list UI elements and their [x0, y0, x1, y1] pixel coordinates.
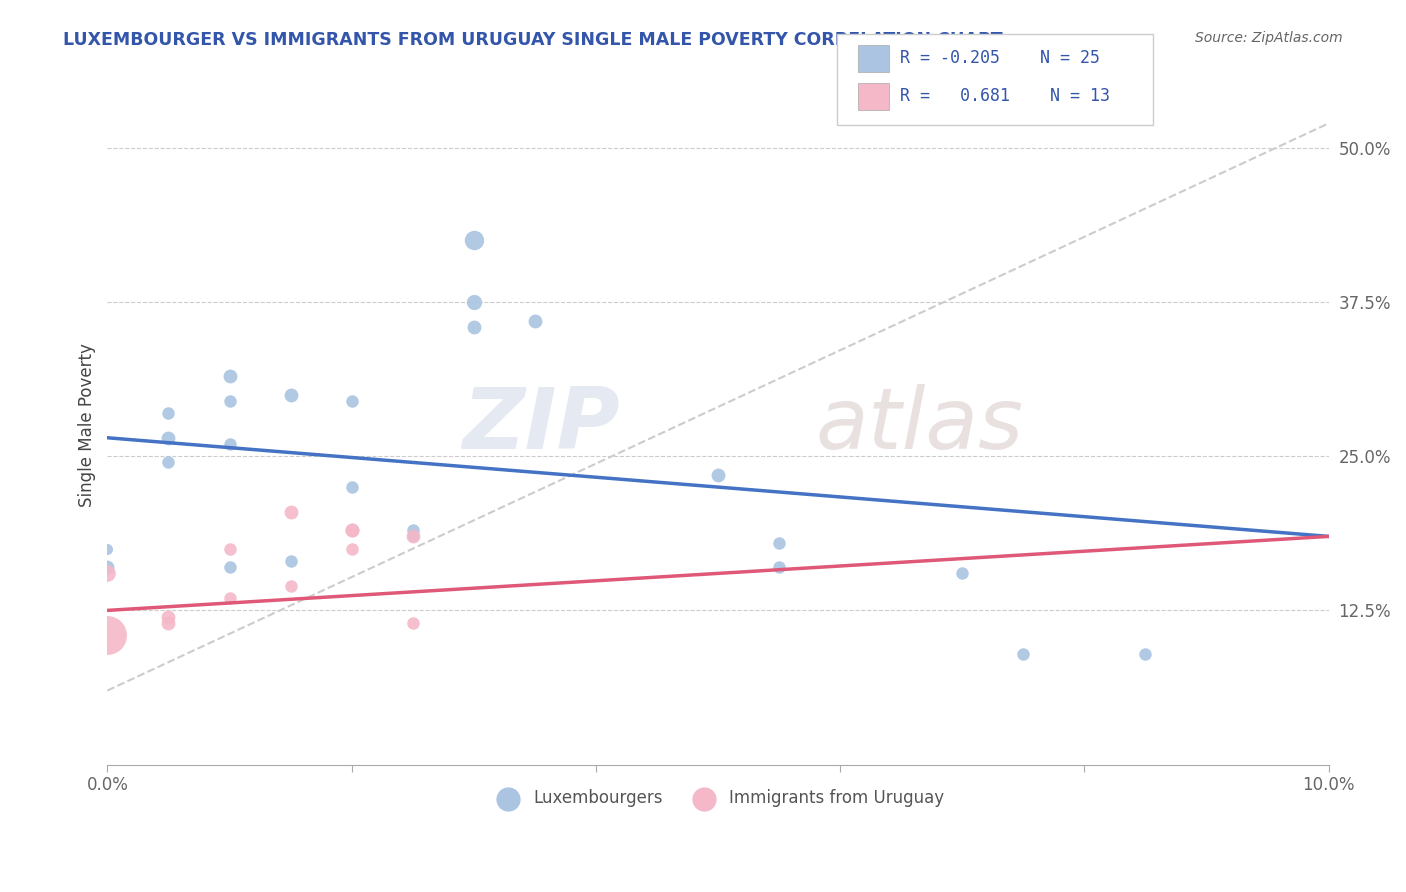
Legend: Luxembourgers, Immigrants from Uruguay: Luxembourgers, Immigrants from Uruguay	[485, 782, 952, 814]
Point	[280, 505, 302, 519]
Point	[218, 369, 240, 384]
Point	[402, 615, 425, 630]
Point	[280, 554, 302, 568]
Text: LUXEMBOURGER VS IMMIGRANTS FROM URUGUAY SINGLE MALE POVERTY CORRELATION CHART: LUXEMBOURGER VS IMMIGRANTS FROM URUGUAY …	[63, 31, 1002, 49]
Point	[218, 591, 240, 605]
Point	[157, 406, 180, 420]
Point	[280, 579, 302, 593]
Point	[402, 529, 425, 543]
Point	[950, 566, 973, 581]
Point	[340, 523, 363, 537]
Point	[768, 535, 790, 549]
Point	[340, 393, 363, 408]
Point	[340, 541, 363, 556]
Point	[1012, 647, 1035, 661]
Point	[768, 560, 790, 574]
Point	[218, 437, 240, 451]
Point	[157, 431, 180, 445]
Y-axis label: Single Male Poverty: Single Male Poverty	[79, 343, 96, 508]
Point	[218, 560, 240, 574]
Point	[96, 566, 118, 581]
Text: R = -0.205    N = 25: R = -0.205 N = 25	[900, 49, 1099, 67]
Point	[96, 628, 118, 642]
Point	[402, 523, 425, 537]
Point	[340, 480, 363, 494]
Text: ZIP: ZIP	[463, 384, 620, 467]
Point	[218, 393, 240, 408]
Point	[96, 560, 118, 574]
Point	[218, 541, 240, 556]
Text: Source: ZipAtlas.com: Source: ZipAtlas.com	[1195, 31, 1343, 45]
Point	[157, 609, 180, 624]
Point	[463, 295, 485, 310]
Point	[707, 467, 730, 482]
Point	[463, 319, 485, 334]
Point	[402, 529, 425, 543]
Point	[1135, 647, 1157, 661]
Point	[463, 234, 485, 248]
Point	[96, 541, 118, 556]
Point	[523, 313, 546, 327]
Text: R =   0.681    N = 13: R = 0.681 N = 13	[900, 87, 1109, 105]
Point	[340, 523, 363, 537]
Point	[157, 455, 180, 469]
Point	[280, 387, 302, 401]
Point	[157, 615, 180, 630]
Text: atlas: atlas	[815, 384, 1024, 467]
